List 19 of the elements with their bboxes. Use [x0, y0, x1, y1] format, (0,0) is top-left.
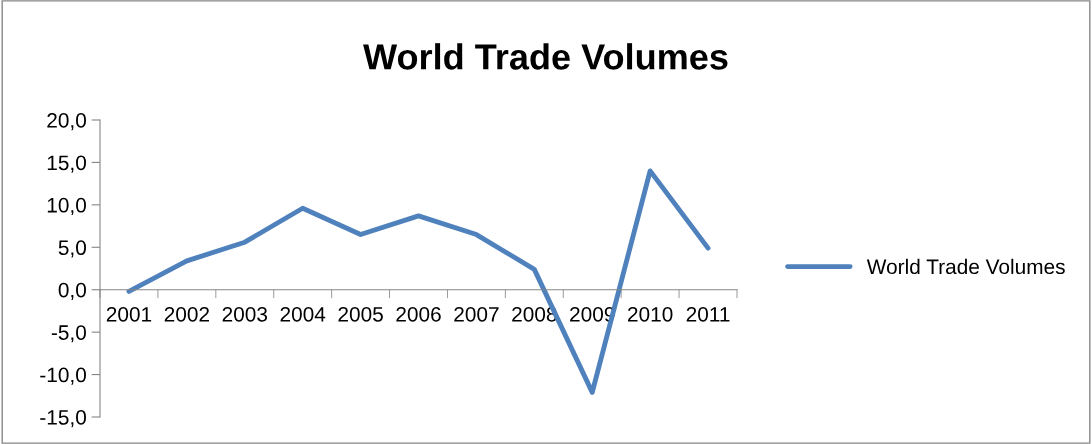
y-tick-label: 15,0 — [47, 155, 86, 173]
x-tick-label: 2002 — [164, 306, 209, 322]
x-tick-label: 2011 — [686, 306, 730, 322]
y-tick-label: -10,0 — [40, 367, 86, 385]
x-tick-label: 2004 — [280, 306, 326, 322]
y-tick-label: 0,0 — [58, 282, 86, 300]
x-tick-label: 2007 — [454, 306, 499, 322]
y-tick-label: -5,0 — [51, 325, 86, 343]
y-tick-label: 5,0 — [58, 240, 86, 258]
x-tick-label: 2005 — [338, 306, 383, 322]
y-tick-label: 20,0 — [47, 113, 86, 131]
x-tick-label: 2003 — [222, 306, 268, 322]
x-tick-label: 2006 — [396, 306, 441, 322]
x-tick-label: 2010 — [628, 306, 673, 322]
y-tick-label: 10,0 — [47, 197, 86, 216]
x-tick-label: 2001 — [106, 306, 152, 322]
chart-title: World Trade Volumes — [363, 43, 728, 70]
legend-label: World Trade Volumes — [866, 258, 1065, 275]
y-tick-label: -15,0 — [40, 410, 86, 428]
